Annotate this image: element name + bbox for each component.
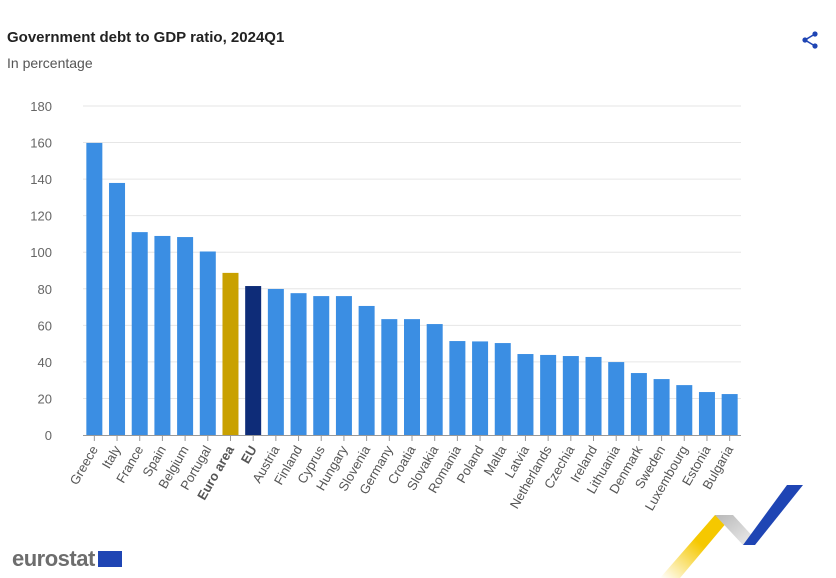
- bar-hungary[interactable]: [335, 296, 352, 435]
- y-tick-label: 180: [30, 99, 52, 114]
- bar-austria[interactable]: [267, 288, 284, 435]
- chart-title: Government debt to GDP ratio, 2024Q1: [7, 29, 285, 46]
- bar-cyprus[interactable]: [313, 296, 330, 435]
- bar-spain[interactable]: [154, 235, 171, 435]
- bar-malta[interactable]: [494, 343, 511, 435]
- bar-italy[interactable]: [109, 182, 126, 435]
- bar-slovakia[interactable]: [426, 324, 443, 435]
- y-tick-label: 60: [38, 318, 52, 333]
- bar-sweden[interactable]: [653, 379, 670, 435]
- bar-poland[interactable]: [472, 341, 489, 435]
- y-tick-label: 0: [45, 428, 52, 443]
- bar-croatia[interactable]: [404, 319, 420, 435]
- y-tick-label: 160: [30, 136, 52, 151]
- bar-euro-area[interactable]: [222, 272, 239, 435]
- bar-finland[interactable]: [290, 293, 307, 435]
- bar-bulgaria[interactable]: [721, 394, 738, 435]
- chart-subtitle: In percentage: [7, 55, 93, 71]
- bar-greece[interactable]: [86, 142, 103, 435]
- share-icon[interactable]: [800, 30, 820, 50]
- x-tick-label: EU: [238, 443, 260, 466]
- bar-france[interactable]: [131, 232, 148, 435]
- y-tick-label: 80: [38, 282, 52, 297]
- eurostat-logo-text: eurostat: [12, 546, 95, 571]
- y-tick-label: 140: [30, 172, 52, 187]
- bar-latvia[interactable]: [517, 354, 534, 435]
- bar-germany[interactable]: [381, 319, 398, 435]
- bar-portugal[interactable]: [199, 251, 216, 435]
- bar-ireland[interactable]: [585, 356, 602, 435]
- y-tick-label: 120: [30, 209, 52, 224]
- bar-netherlands[interactable]: [540, 354, 557, 435]
- x-tick-label: Greece: [67, 443, 101, 487]
- eu-flag-icon: [97, 551, 122, 567]
- y-tick-label: 40: [38, 355, 52, 370]
- bar-romania[interactable]: [449, 341, 466, 435]
- bar-lithuania[interactable]: [608, 362, 625, 435]
- y-tick-label: 20: [38, 391, 52, 406]
- bar-estonia[interactable]: [698, 392, 715, 435]
- y-tick-label: 100: [30, 245, 52, 260]
- eurostat-logo: eurostat: [12, 546, 122, 572]
- bar-luxembourg[interactable]: [676, 385, 693, 435]
- bar-slovenia[interactable]: [358, 305, 375, 435]
- bar-eu[interactable]: [245, 286, 262, 435]
- bar-belgium[interactable]: [177, 237, 194, 435]
- bar-denmark[interactable]: [630, 373, 647, 435]
- eurostat-ribbon-decoration: [660, 485, 803, 578]
- bar-czechia[interactable]: [562, 356, 579, 435]
